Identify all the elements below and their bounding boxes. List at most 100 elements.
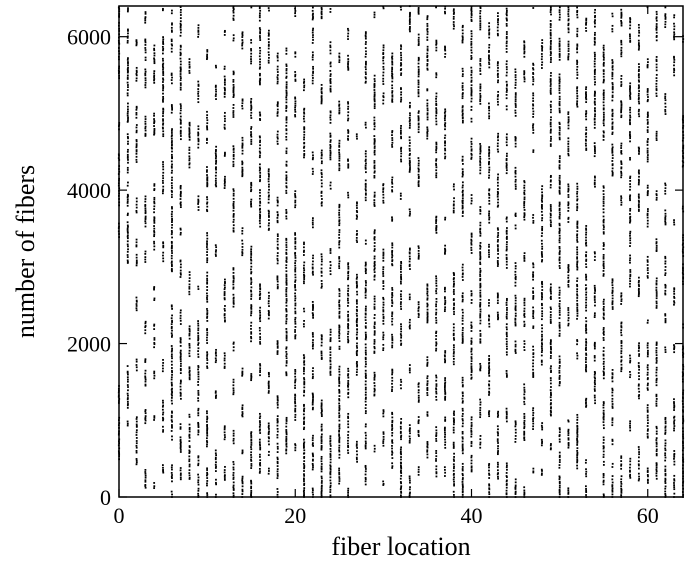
data-point bbox=[453, 25, 455, 28]
data-point bbox=[338, 139, 341, 142]
data-point bbox=[373, 317, 376, 320]
data-point bbox=[267, 433, 270, 436]
data-point bbox=[461, 73, 464, 76]
data-point bbox=[347, 374, 349, 377]
data-point bbox=[505, 413, 508, 416]
data-point bbox=[523, 48, 526, 51]
data-point bbox=[320, 260, 323, 263]
data-point bbox=[391, 441, 394, 444]
data-point bbox=[417, 157, 420, 159]
data-point bbox=[391, 91, 394, 94]
data-point bbox=[408, 265, 411, 268]
data-point bbox=[391, 315, 393, 318]
data-point bbox=[303, 319, 305, 322]
data-point bbox=[126, 136, 129, 138]
data-point bbox=[417, 435, 420, 437]
data-point bbox=[259, 371, 261, 373]
data-point bbox=[144, 19, 147, 22]
data-point bbox=[188, 271, 191, 274]
data-point bbox=[171, 424, 173, 426]
data-point bbox=[312, 12, 314, 15]
data-point bbox=[162, 401, 164, 404]
data-point bbox=[400, 278, 403, 281]
data-point bbox=[329, 145, 332, 148]
data-point bbox=[162, 168, 165, 171]
data-point bbox=[144, 472, 147, 475]
data-point bbox=[373, 303, 376, 306]
data-point bbox=[408, 439, 411, 442]
data-point bbox=[144, 320, 147, 323]
data-point bbox=[294, 292, 296, 295]
data-point bbox=[435, 452, 438, 454]
data-point bbox=[400, 262, 403, 265]
data-point bbox=[391, 94, 394, 97]
data-point bbox=[127, 403, 129, 405]
data-point bbox=[126, 71, 129, 74]
data-point bbox=[127, 62, 129, 65]
data-point bbox=[232, 200, 235, 203]
data-point bbox=[285, 374, 288, 377]
data-point bbox=[250, 340, 252, 343]
data-point bbox=[170, 363, 173, 366]
data-point bbox=[276, 427, 279, 430]
data-point bbox=[215, 155, 217, 158]
data-point bbox=[461, 415, 464, 418]
data-point bbox=[470, 321, 473, 324]
data-point bbox=[488, 318, 490, 321]
data-point bbox=[126, 41, 129, 44]
data-point bbox=[162, 244, 165, 247]
data-point bbox=[135, 43, 138, 45]
data-point bbox=[250, 281, 253, 284]
data-point bbox=[285, 418, 288, 421]
data-point bbox=[408, 371, 411, 374]
data-point bbox=[505, 97, 508, 100]
data-point bbox=[496, 469, 499, 472]
data-point bbox=[364, 375, 367, 378]
data-point bbox=[435, 104, 438, 107]
data-point bbox=[506, 83, 508, 86]
data-point bbox=[470, 424, 473, 426]
data-point bbox=[452, 203, 455, 206]
data-point bbox=[127, 373, 129, 376]
data-point bbox=[488, 383, 490, 386]
data-point bbox=[135, 446, 138, 449]
data-point bbox=[347, 27, 349, 30]
data-point bbox=[523, 393, 526, 396]
data-point bbox=[259, 167, 261, 170]
data-point bbox=[276, 55, 279, 57]
data-point bbox=[514, 348, 517, 351]
data-point bbox=[549, 78, 552, 80]
data-point bbox=[470, 40, 473, 43]
data-point bbox=[479, 206, 482, 208]
data-point bbox=[329, 465, 332, 468]
data-point bbox=[461, 201, 464, 204]
data-point bbox=[250, 451, 253, 454]
data-point bbox=[435, 39, 438, 42]
data-point bbox=[188, 352, 191, 355]
data-point bbox=[391, 369, 394, 372]
data-point bbox=[488, 463, 491, 465]
data-point bbox=[364, 179, 367, 182]
data-point bbox=[523, 412, 526, 415]
data-point bbox=[514, 183, 517, 186]
data-point bbox=[170, 326, 173, 328]
data-point bbox=[250, 481, 253, 483]
data-point bbox=[444, 147, 446, 150]
data-point bbox=[470, 232, 473, 235]
data-point bbox=[365, 281, 367, 284]
data-point bbox=[241, 229, 244, 232]
data-point bbox=[329, 111, 332, 114]
data-point bbox=[409, 491, 411, 494]
data-point bbox=[258, 55, 261, 58]
data-point bbox=[355, 280, 358, 283]
data-point bbox=[514, 312, 517, 315]
data-point bbox=[276, 278, 279, 281]
data-point bbox=[259, 283, 261, 286]
data-point bbox=[461, 466, 464, 468]
data-point bbox=[452, 185, 455, 188]
data-point bbox=[285, 355, 288, 357]
data-point bbox=[426, 363, 429, 366]
data-point bbox=[514, 302, 517, 305]
data-point bbox=[276, 71, 279, 73]
data-point bbox=[223, 81, 226, 84]
